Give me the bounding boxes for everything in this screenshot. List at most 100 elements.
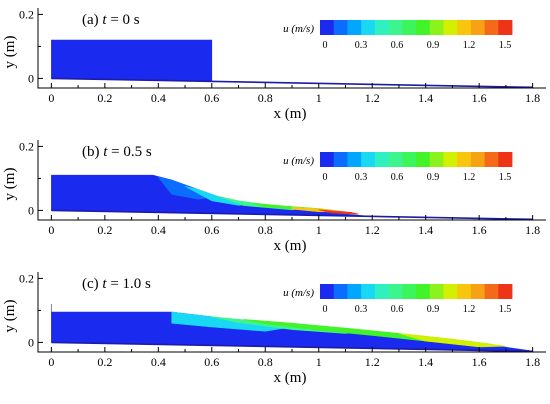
x-tick-label: 0.4 xyxy=(151,355,166,369)
colorbar-swatch xyxy=(484,284,499,299)
colorbar-swatch xyxy=(416,284,431,299)
y-axis-title: y (m) xyxy=(2,168,18,201)
colorbar-tick-label: 1.2 xyxy=(463,304,476,315)
colorbar-swatch xyxy=(320,284,335,299)
x-tick-label: 1.8 xyxy=(525,223,540,237)
x-tick-label: 1.4 xyxy=(418,223,433,237)
x-tick-label: 0.2 xyxy=(97,91,112,105)
flow-region-0 xyxy=(51,39,213,82)
y-tick-label: 0 xyxy=(28,335,34,349)
x-tick-label: 1.8 xyxy=(525,91,540,105)
colorbar-swatch xyxy=(361,20,376,35)
colorbar-swatch xyxy=(457,284,472,299)
x-axis-title: x (m) xyxy=(274,238,307,254)
flow-region-6 xyxy=(318,209,359,215)
colorbar-swatch xyxy=(470,152,485,167)
x-tick-label: 1.8 xyxy=(525,355,540,369)
colorbar-title: u (m/s) xyxy=(283,155,314,167)
colorbar-tick-label: 0.3 xyxy=(355,304,368,315)
colorbar-swatch xyxy=(416,20,431,35)
colorbar: u (m/s) 0 0.3 0.6 0.9 1.2 1.5 xyxy=(283,152,513,183)
colorbar-title: u (m/s) xyxy=(283,23,314,35)
colorbar-swatch xyxy=(429,152,444,167)
colorbar-swatch xyxy=(388,152,403,167)
flow-region-4 xyxy=(398,333,506,348)
x-tick-label: 0.8 xyxy=(258,355,273,369)
colorbar-tick-label: 0.6 xyxy=(391,172,404,183)
y-tick-label: 0 xyxy=(28,203,34,217)
colorbar-tick-label: 0.9 xyxy=(427,40,440,51)
x-tick-label: 1.6 xyxy=(472,91,487,105)
x-tick-label: 1 xyxy=(316,223,322,237)
y-tick-label: 0 xyxy=(28,71,34,85)
panel-2: 0 0.2 0.4 0.6 0.8 1 1.2 1.4 1.6 1.8 0 0.2 x (m) y (m)… xyxy=(2,271,546,386)
x-tick-label: 0.4 xyxy=(151,91,166,105)
x-tick-label: 1.2 xyxy=(365,223,380,237)
colorbar-swatch xyxy=(443,20,458,35)
axes xyxy=(37,8,546,89)
colorbar-swatch xyxy=(443,152,458,167)
colorbar-swatch xyxy=(402,284,417,299)
colorbar-tick-label: 1.5 xyxy=(499,40,512,51)
colorbar-tick-label: 0 xyxy=(323,40,328,51)
colorbar-swatch xyxy=(347,284,362,299)
x-tick-label: 1.2 xyxy=(365,91,380,105)
colorbar-swatch xyxy=(361,284,376,299)
colorbar-swatch xyxy=(484,152,499,167)
colorbar-tick-label: 0.9 xyxy=(427,304,440,315)
x-tick-label: 1.4 xyxy=(418,91,433,105)
colorbar-swatch xyxy=(333,20,348,35)
colorbar-tick-label: 1.2 xyxy=(463,172,476,183)
panel-1: 0 0.2 0.4 0.6 0.8 1 1.2 1.4 1.6 1.8 0 0.2 x (m) y (m)… xyxy=(2,139,546,254)
colorbar-swatch xyxy=(320,152,335,167)
colorbar-tick-label: 1.5 xyxy=(499,304,512,315)
x-tick-label: 0.2 xyxy=(97,223,112,237)
colorbar-swatch xyxy=(333,284,348,299)
colorbar-swatch xyxy=(374,152,389,167)
panel-label: (c) t = 1.0 s xyxy=(82,276,151,292)
axes xyxy=(37,272,546,353)
y-tick-label: 0.2 xyxy=(19,139,34,153)
panel-label: (a) t = 0 s xyxy=(82,12,140,28)
colorbar-tick-label: 0 xyxy=(323,172,328,183)
colorbar-tick-label: 1.5 xyxy=(499,172,512,183)
colorbar-swatch xyxy=(402,20,417,35)
x-tick-label: 1 xyxy=(316,355,322,369)
colorbar-swatch xyxy=(429,20,444,35)
x-tick-label: 0 xyxy=(48,223,54,237)
colorbar-swatch xyxy=(361,152,376,167)
panel-label: (b) t = 0.5 s xyxy=(82,144,152,160)
x-tick-label: 0.8 xyxy=(258,223,273,237)
x-tick-label: 1.6 xyxy=(472,355,487,369)
x-axis-title: x (m) xyxy=(274,370,307,386)
colorbar-tick-label: 1.2 xyxy=(463,40,476,51)
x-tick-label: 1.4 xyxy=(418,355,433,369)
x-tick-label: 0.8 xyxy=(258,91,273,105)
colorbar-swatch xyxy=(484,20,499,35)
colorbar-swatch xyxy=(333,152,348,167)
colorbar-tick-label: 0.6 xyxy=(391,40,404,51)
colorbar-swatch xyxy=(347,20,362,35)
colorbar-swatch xyxy=(388,20,403,35)
y-axis-title: y (m) xyxy=(2,300,18,333)
colorbar-swatch xyxy=(429,284,444,299)
colorbar-swatch xyxy=(470,284,485,299)
colorbar-title: u (m/s) xyxy=(283,287,314,299)
colorbar-swatch xyxy=(498,20,513,35)
colorbar-swatch xyxy=(498,152,513,167)
x-tick-label: 0.6 xyxy=(204,223,219,237)
x-tick-label: 1.2 xyxy=(365,355,380,369)
x-tick-label: 1.6 xyxy=(472,223,487,237)
colorbar-swatch xyxy=(402,152,417,167)
panel-0: 0 0.2 0.4 0.6 0.8 1 1.2 1.4 1.6 1.8 0 0.2 x (m) y (m)… xyxy=(2,7,546,122)
colorbar-tick-label: 0.9 xyxy=(427,172,440,183)
x-tick-label: 0.6 xyxy=(204,355,219,369)
colorbar-tick-label: 0.3 xyxy=(355,40,368,51)
y-tick-label: 0.2 xyxy=(19,7,34,21)
colorbar-swatch xyxy=(347,152,362,167)
colorbar: u (m/s) 0 0.3 0.6 0.9 1.2 1.5 xyxy=(283,20,513,51)
colorbar-swatch xyxy=(374,20,389,35)
colorbar-swatch xyxy=(416,152,431,167)
x-axis-title: x (m) xyxy=(274,106,307,122)
x-tick-label: 0.4 xyxy=(151,223,166,237)
